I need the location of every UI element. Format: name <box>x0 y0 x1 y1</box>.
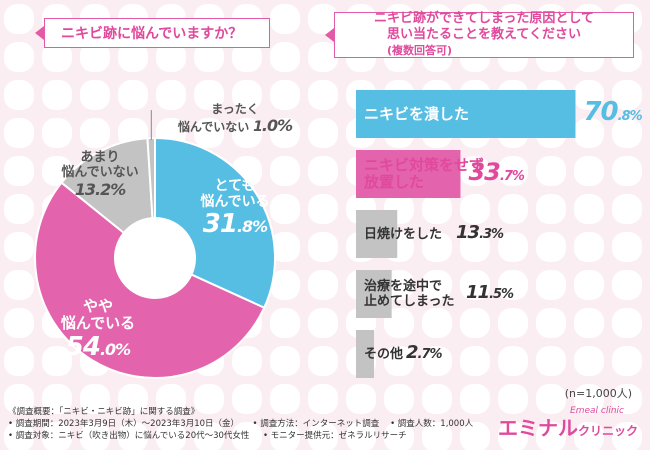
bar-label-3-line-1: 止めてしまった <box>364 294 455 309</box>
pie-label-3: まったく 悩んでいない 1.0% <box>160 102 310 135</box>
brand-sub: クリニック <box>577 424 638 438</box>
pie-label-2-line-0: あまり <box>80 150 120 165</box>
bar-value-1: 33.7% <box>468 158 524 187</box>
bar-3 <box>356 270 392 318</box>
footnote-target: • 調査対象：ニキビ（吹き出物）に悩んでいる20代～30代女性 <box>8 431 250 441</box>
pie-slice-3 <box>146 136 156 220</box>
bar-label-0-line-0: ニキビを潰した <box>364 104 470 123</box>
bar-value-3: 11.5% <box>466 282 514 304</box>
right-question-pointer <box>325 28 334 42</box>
pie-label-1-line-0: やや <box>82 297 113 315</box>
pie-label-3-line-1: 悩んでいない 1.0% <box>177 115 293 135</box>
bar-label-2-line-0: 日焼けをした <box>364 226 443 242</box>
pie-label-2-line-1: 悩んでいない <box>61 164 139 180</box>
bar-label-4: その他 <box>364 347 403 362</box>
brand-logo: Emeal clinic エミナルクリニック <box>497 406 638 441</box>
bar-label-3: 治療を途中で 止めてしまった <box>364 279 454 309</box>
footnote-method: • 調査方法：インターネット調査 <box>252 419 380 429</box>
pie-label-0: とても 悩んでいる 31.8% <box>180 178 290 240</box>
pie-label-0-line-1: 悩んでいる <box>200 194 270 211</box>
right-question-line2: 思い当たることを教えてください (複数回答可) <box>387 27 581 57</box>
footnote-provider: • モニター提供元：ゼネラルリサーチ <box>262 431 407 441</box>
bar-label-4-line-0: その他 <box>364 346 404 362</box>
pie-slice-0 <box>154 136 276 310</box>
bar-value-2: 13.3% <box>456 222 504 244</box>
pie-value-2: 13.2% <box>74 179 127 199</box>
right-question-line1: ニキビ跡ができてしまった原因として <box>373 11 595 26</box>
left-question: ニキビ跡に悩んでいますか？ <box>44 18 270 48</box>
survey-footnote: 《調査概要：「ニキビ・ニキビ跡」に関する調査》 • 調査期間：2023年3月9日… <box>8 406 473 442</box>
bar-value-4: 2.7% <box>406 342 443 364</box>
bar-1 <box>356 150 461 198</box>
left-question-pointer <box>35 26 44 40</box>
footnote-count: • 調査人数：1,000人 <box>390 419 474 429</box>
bar-value-0: 70.8% <box>583 97 642 128</box>
bar-label-0: ニキビを潰した <box>364 104 470 123</box>
bar-2 <box>356 210 398 258</box>
pie-value-3: 1.0% <box>253 115 293 135</box>
pie-label-2: あまり 悩んでいない 13.2% <box>50 150 150 199</box>
pie-label-3-line-0: まったく <box>211 102 259 116</box>
bar-0 <box>356 90 576 138</box>
brand-tag: Emeal clinic <box>570 406 624 416</box>
pie-slice-1 <box>34 181 266 379</box>
right-question: ニキビ跡ができてしまった原因として 思い当たることを教えてください (複数回答可) <box>334 11 634 58</box>
donut-hole <box>116 219 194 297</box>
pie-label-1-line-1: 悩んでいる <box>60 314 136 333</box>
pie-value-0: 31.8% <box>202 209 268 240</box>
pie-value-1: 54.0% <box>65 331 131 362</box>
bar-4 <box>356 330 374 378</box>
bar-label-1: ニキビ対策をせず 放置した <box>364 157 484 191</box>
brand-name: エミナル <box>497 416 578 440</box>
bar-label-1-line-0: ニキビ対策をせず <box>364 156 485 174</box>
pie-label-0-line-0: とても <box>214 178 256 194</box>
bar-label-3-line-0: 治療を途中で <box>364 279 443 294</box>
sample-size: (n=1,000人) <box>564 387 632 400</box>
footnote-period: • 調査期間：2023年3月9日（木）～2023年3月10日（金） <box>8 419 240 429</box>
bar-label-2: 日焼けをした <box>364 227 442 242</box>
pie-label-1: やや 悩んでいる 54.0% <box>38 297 158 362</box>
bar-label-1-line-1: 放置した <box>364 173 425 191</box>
footnote-title: 《調査概要：「ニキビ・ニキビ跡」に関する調査》 <box>8 407 200 417</box>
